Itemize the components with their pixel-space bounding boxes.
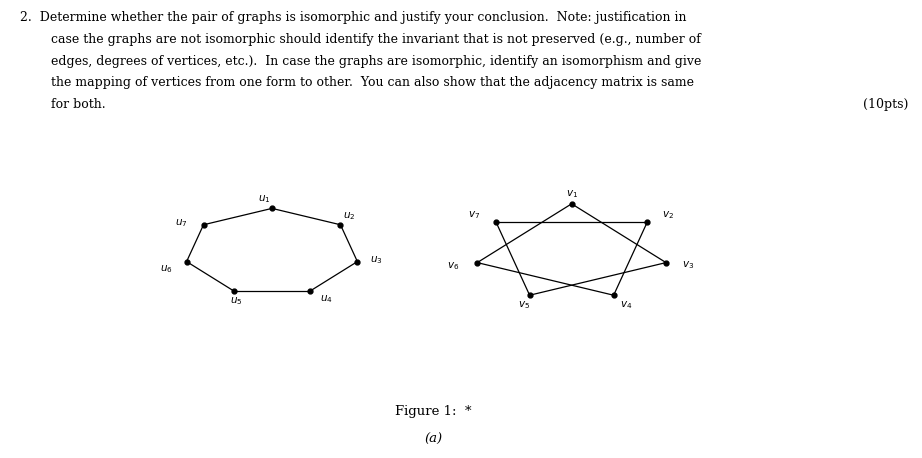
Text: $v_{2}$: $v_{2}$ xyxy=(662,210,674,221)
Text: $u_{1}$: $u_{1}$ xyxy=(258,193,271,205)
Text: $u_{4}$: $u_{4}$ xyxy=(320,294,333,305)
Text: Figure 1:  *: Figure 1: * xyxy=(396,405,471,418)
Text: the mapping of vertices from one form to other.  You can also show that the adja: the mapping of vertices from one form to… xyxy=(51,76,693,89)
Text: for both.: for both. xyxy=(51,98,105,110)
Text: 2.  Determine whether the pair of graphs is isomorphic and justify your conclusi: 2. Determine whether the pair of graphs … xyxy=(20,11,687,24)
Text: $u_{6}$: $u_{6}$ xyxy=(160,263,172,275)
Text: case the graphs are not isomorphic should identify the invariant that is not pre: case the graphs are not isomorphic shoul… xyxy=(51,33,701,46)
Text: (10pts): (10pts) xyxy=(863,98,908,110)
Text: $v_{7}$: $v_{7}$ xyxy=(467,210,479,221)
Text: $u_{3}$: $u_{3}$ xyxy=(371,254,383,266)
Text: $v_{4}$: $v_{4}$ xyxy=(621,300,632,311)
Text: $v_{1}$: $v_{1}$ xyxy=(565,188,578,200)
Text: edges, degrees of vertices, etc.).  In case the graphs are isomorphic, identify : edges, degrees of vertices, etc.). In ca… xyxy=(51,55,701,67)
Text: $u_{5}$: $u_{5}$ xyxy=(230,295,242,307)
Text: $u_{2}$: $u_{2}$ xyxy=(344,210,356,222)
Text: $u_{7}$: $u_{7}$ xyxy=(175,217,188,229)
Text: $v_{6}$: $v_{6}$ xyxy=(447,260,459,272)
Text: (a): (a) xyxy=(424,433,443,446)
Text: $v_{5}$: $v_{5}$ xyxy=(518,300,530,311)
Text: $v_{3}$: $v_{3}$ xyxy=(682,259,694,271)
